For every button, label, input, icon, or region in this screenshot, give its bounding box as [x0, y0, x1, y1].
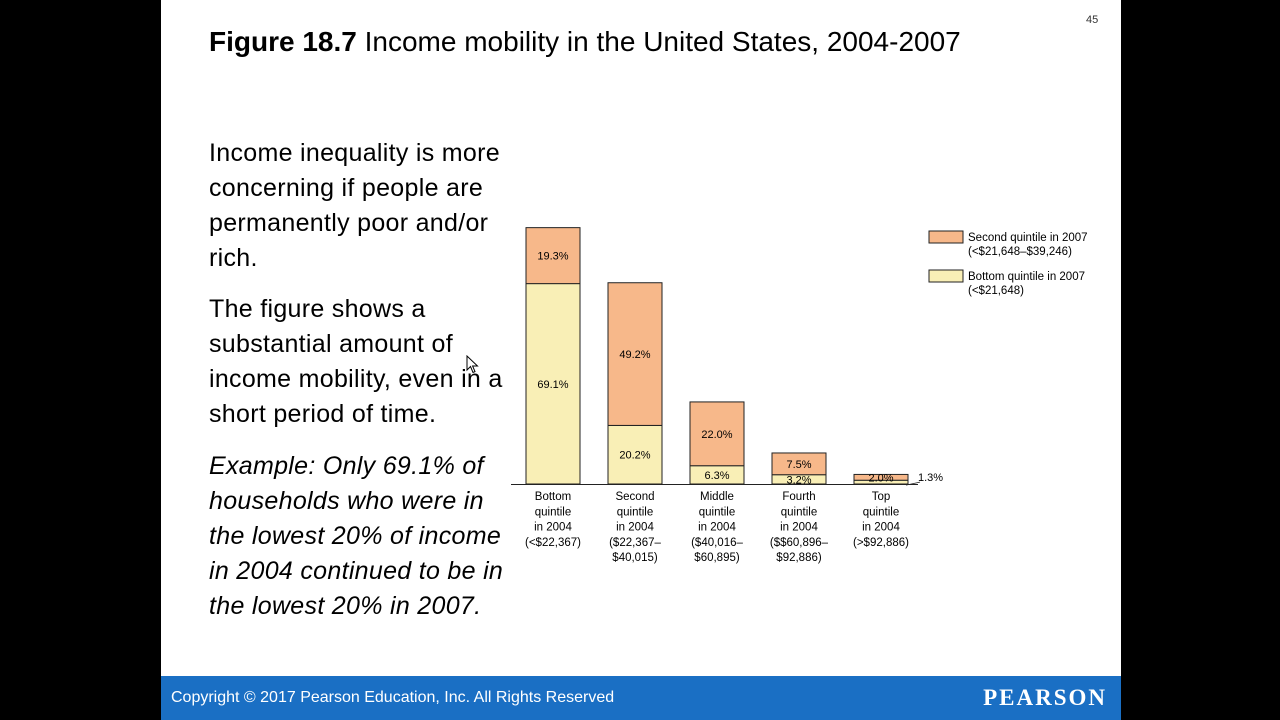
- paragraph-inequality: Income inequality is more concerning if …: [209, 139, 500, 272]
- data-label: 6.3%: [704, 470, 729, 482]
- paragraph-mobility: The figure shows a substantial amount of…: [209, 295, 503, 428]
- category-label-line: in 2004: [698, 522, 736, 534]
- legend-label: (<$21,648–$39,246): [968, 246, 1072, 258]
- bar-segment-second-2007-4: [771, 452, 827, 476]
- data-label: 69.1%: [537, 379, 568, 391]
- bar-segment-second-2007-2: [607, 282, 663, 426]
- data-label: 20.2%: [619, 450, 650, 462]
- category-label-line: in 2004: [616, 522, 654, 534]
- category-label-line: in 2004: [534, 522, 572, 534]
- data-label: 7.5%: [786, 459, 811, 471]
- figure-number: Figure 18.7: [209, 26, 357, 57]
- data-label: 1.3%: [918, 472, 943, 484]
- category-label-line: Bottom: [535, 491, 571, 503]
- category-label-line: quintile: [535, 506, 571, 518]
- bar-segment-second-2007-1: [525, 227, 581, 285]
- category-label-line: quintile: [617, 506, 653, 518]
- category-label-line: in 2004: [780, 522, 818, 534]
- category-label-line: ($22,367–: [609, 537, 661, 549]
- category-label-line: Second: [615, 491, 654, 503]
- category-label-line: quintile: [699, 506, 735, 518]
- category-label-line: in 2004: [862, 522, 900, 534]
- category-label-line: (>$92,886): [853, 537, 909, 549]
- data-label: 2.0%: [868, 472, 893, 484]
- category-label-line: quintile: [781, 506, 817, 518]
- figure-title: Income mobility in the United States, 20…: [364, 26, 961, 57]
- category-label-line: Middle: [700, 491, 734, 503]
- category-label-line: Top: [872, 491, 891, 503]
- data-label: 19.3%: [537, 251, 568, 263]
- category-label-line: ($40,016–: [691, 537, 743, 549]
- income-mobility-chart: 69.1% 19.3% Bottom quintile in 2004 (<$22,367…: [511, 227, 1088, 564]
- legend-swatch: [928, 269, 964, 283]
- category-label-line: ($$60,896–: [770, 537, 829, 549]
- category-label-line: $92,886): [776, 552, 822, 564]
- copyright-text: Copyright © 2017 Pearson Education, Inc.…: [171, 689, 615, 706]
- legend-label: Second quintile in 2007: [968, 232, 1088, 244]
- legend-label: (<$21,648): [968, 285, 1024, 297]
- slide-number: 45: [1086, 14, 1099, 26]
- paragraph-example: Example: Only 69.1% of households who we…: [209, 452, 504, 620]
- bar-segment-bottom-2007-1: [525, 283, 581, 485]
- category-label-line: $60,895): [694, 552, 740, 564]
- data-label: 22.0%: [701, 429, 732, 441]
- category-label-line: $40,015): [612, 552, 658, 564]
- data-label: 3.2%: [786, 474, 811, 486]
- category-label-line: Fourth: [782, 491, 815, 503]
- legend-swatch: [928, 230, 964, 244]
- bar-segment-second-2007-3: [689, 401, 745, 467]
- mouse-pointer-icon: [466, 355, 479, 374]
- pearson-logo: PEARSON: [983, 685, 1107, 710]
- bar-segment-second-2007-5: [853, 473, 909, 481]
- category-label-line: (<$22,367): [525, 537, 581, 549]
- footer-bar: Copyright © 2017 Pearson Education, Inc.…: [161, 676, 1121, 720]
- legend-label: Bottom quintile in 2007: [968, 271, 1085, 283]
- data-label: 49.2%: [619, 349, 650, 361]
- category-label-line: quintile: [863, 506, 899, 518]
- slide-title: Figure 18.7 Income mobility in the Unite…: [209, 26, 961, 58]
- slide: 45 Figure 18.7 Income mobility in the Un…: [161, 0, 1121, 720]
